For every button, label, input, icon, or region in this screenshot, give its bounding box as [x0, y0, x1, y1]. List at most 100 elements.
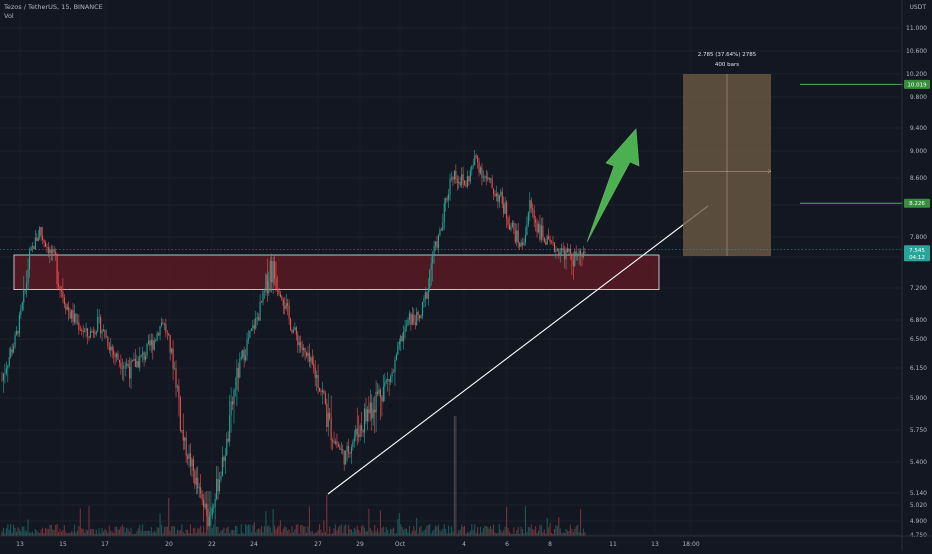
volume-bar — [158, 528, 160, 536]
candle-body — [477, 156, 479, 162]
volume-bar — [314, 532, 316, 536]
volume-bar — [130, 527, 132, 536]
volume-bar — [218, 532, 221, 536]
candle-body — [401, 336, 403, 341]
volume-bar — [439, 529, 441, 536]
candle-body — [436, 241, 438, 248]
candle-body — [291, 329, 293, 333]
volume-bar — [91, 528, 93, 536]
volume-bar — [189, 524, 192, 536]
volume-bar — [255, 532, 257, 536]
candle-body — [539, 224, 541, 240]
candle-body — [320, 391, 322, 393]
candle-body — [546, 236, 548, 245]
volume-bar — [7, 524, 9, 536]
time-tick-label: 8 — [548, 541, 552, 548]
volume-bar — [89, 529, 91, 536]
candle-body — [500, 191, 502, 196]
volume-bar — [478, 533, 480, 536]
volume-bar — [295, 524, 297, 536]
volume-bar — [184, 533, 186, 536]
volume-bar — [195, 532, 197, 536]
volume-bar — [194, 527, 196, 536]
volume-bar — [172, 525, 174, 536]
candle-body — [127, 363, 129, 367]
candle-body — [449, 178, 451, 195]
candle-body — [355, 428, 357, 438]
candle-body — [464, 180, 466, 185]
candle-body — [242, 350, 244, 357]
volume-bar — [532, 529, 534, 536]
candle-body — [452, 177, 454, 180]
volume-bar — [42, 527, 44, 536]
candle-body — [553, 242, 555, 252]
volume-bar — [372, 532, 374, 536]
volume-bar — [448, 525, 450, 536]
volume-bar — [272, 509, 274, 536]
time-tick-label: 18:00 — [682, 541, 699, 548]
candles — [1, 149, 586, 530]
candle-body — [97, 317, 99, 332]
volume-bar — [542, 532, 544, 536]
price-axis[interactable]: 11.000 10.600 10.200 9.800 9.400 9.000 8.600 8.… — [901, 0, 930, 550]
volume-bar — [516, 530, 518, 536]
time-tick-label: 13 — [651, 541, 659, 548]
candle-body — [358, 434, 360, 437]
volume-bar — [503, 530, 505, 536]
candle-body — [275, 278, 277, 290]
volume-bar — [282, 528, 284, 536]
candle-body — [124, 365, 126, 366]
volume-bar — [553, 529, 555, 536]
volume-bar — [131, 533, 134, 536]
time-axis[interactable]: 13 15 17 20 22 24 27 29 Oct 4 6 8 11 13 18:00 — [0, 535, 932, 548]
volume-bar — [188, 533, 190, 536]
candle-body — [427, 288, 429, 299]
volume-label[interactable]: Vol — [4, 12, 14, 20]
volume-bar — [229, 533, 231, 536]
candle-body — [491, 178, 493, 189]
volume-bar — [466, 531, 468, 536]
candle-body — [50, 249, 52, 254]
volume-bar — [561, 533, 563, 536]
volume-bar — [316, 532, 318, 536]
volume-bar — [150, 527, 152, 536]
candle-body — [10, 349, 12, 358]
volume-bar — [72, 531, 74, 536]
candle-body — [540, 225, 542, 240]
candle-body — [458, 181, 460, 183]
candle-body — [365, 408, 367, 422]
candle-body — [551, 241, 553, 243]
candle-body — [72, 309, 74, 323]
candle-body — [469, 170, 471, 182]
currency-unit[interactable]: USDT — [909, 4, 927, 11]
volume-bar — [582, 528, 584, 536]
candle-body — [81, 330, 83, 331]
volume-bar — [566, 530, 569, 536]
candle-body — [134, 358, 136, 367]
candle-body — [297, 334, 299, 346]
candle-body — [385, 380, 387, 383]
volume-bar — [247, 524, 250, 536]
candle-body — [236, 367, 238, 390]
volume-bar — [497, 532, 499, 536]
volume-bar — [551, 532, 553, 536]
candle-body — [104, 329, 106, 337]
candle-body — [384, 382, 386, 387]
candle-body — [433, 246, 435, 255]
candle-body — [346, 445, 348, 452]
volume-bar — [382, 526, 384, 536]
candle-body — [482, 176, 484, 178]
candle-body — [352, 441, 354, 448]
candle-body — [566, 248, 569, 252]
candle-body — [156, 333, 158, 341]
candle-body — [580, 250, 582, 255]
volume-bar — [288, 529, 290, 536]
symbol-title[interactable]: Tezos / TetherUS, 15, BINANCE — [4, 3, 103, 11]
volume-bar — [160, 524, 163, 536]
candle-body — [131, 360, 134, 361]
volume-bar — [30, 532, 32, 536]
volume-bar — [533, 529, 535, 536]
candle-body — [584, 251, 586, 254]
